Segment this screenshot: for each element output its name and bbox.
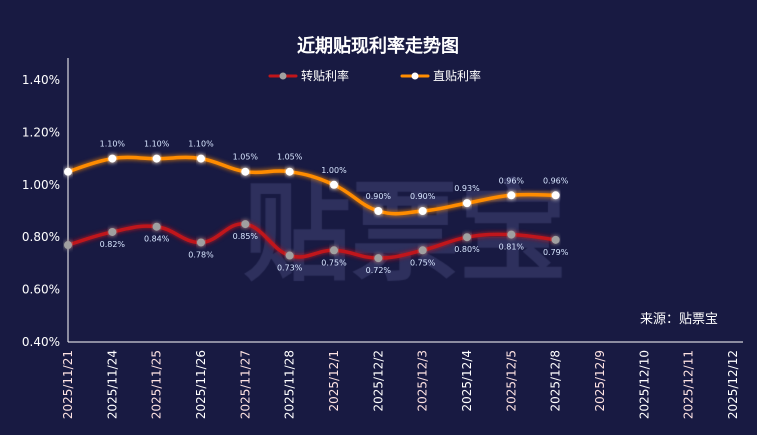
data-point [551, 235, 560, 244]
data-point [374, 254, 383, 263]
data-point [197, 238, 205, 247]
data-label: 0.90% [410, 192, 436, 201]
y-tick-label: 1.40% [22, 73, 60, 87]
y-tick-label: 1.20% [22, 125, 60, 139]
x-tick-label: 2025/11/24 [105, 350, 119, 419]
x-tick-label: 2025/12/1 [327, 350, 341, 412]
data-label: 0.80% [454, 245, 480, 254]
data-label: 0.93% [454, 184, 480, 193]
legend-label: 转贴利率 [301, 68, 349, 83]
data-point [285, 167, 294, 176]
x-tick-label: 2025/12/11 [682, 350, 696, 419]
x-tick-label: 2025/12/2 [371, 350, 385, 412]
legend-marker [279, 72, 287, 80]
data-label: 0.96% [499, 176, 525, 185]
data-point [64, 167, 72, 176]
data-point [64, 241, 72, 250]
data-point [330, 180, 338, 189]
data-point [463, 199, 471, 208]
data-label: 1.10% [188, 140, 214, 149]
data-point [197, 154, 205, 163]
data-point [418, 207, 427, 215]
x-tick-label: 2025/11/21 [61, 350, 75, 419]
data-label: 0.73% [277, 264, 303, 273]
data-point [418, 246, 427, 255]
x-tick-label: 2025/12/9 [593, 350, 607, 412]
x-tick-label: 2025/11/26 [194, 350, 208, 419]
x-tick-label: 2025/11/28 [283, 350, 297, 419]
x-tick-label: 2025/12/3 [416, 350, 430, 412]
data-point [152, 154, 161, 163]
data-label: 1.10% [144, 140, 170, 149]
data-label: 0.96% [543, 176, 569, 185]
y-tick-label: 1.00% [22, 178, 60, 192]
data-label: 0.75% [410, 258, 436, 267]
data-label: 0.85% [233, 232, 259, 241]
data-label: 1.00% [321, 166, 347, 175]
series-line [67, 155, 556, 216]
x-tick-label: 2025/12/8 [549, 350, 563, 412]
data-label: 1.10% [100, 140, 126, 149]
data-point [108, 154, 117, 163]
series-line [67, 222, 556, 260]
data-label: 0.75% [321, 258, 347, 267]
x-tick-label: 2025/12/5 [504, 350, 518, 412]
data-label: 1.05% [233, 153, 259, 162]
legend-marker [411, 72, 419, 80]
y-tick-label: 0.40% [22, 335, 60, 349]
data-point [374, 207, 383, 215]
x-tick-label: 2025/12/12 [726, 350, 740, 419]
data-point [507, 230, 516, 239]
data-label: 0.79% [543, 248, 569, 257]
data-label: 0.90% [366, 192, 392, 201]
x-tick-label: 2025/11/27 [238, 350, 252, 419]
data-point [241, 220, 250, 229]
data-point [330, 246, 338, 255]
data-point [285, 251, 294, 260]
data-label: 1.05% [277, 153, 303, 162]
data-point [152, 222, 161, 231]
data-point [507, 191, 516, 200]
data-label: 0.84% [144, 235, 170, 244]
chart-title: 近期贴现利率走势图 [297, 35, 459, 57]
data-label: 0.82% [100, 240, 126, 249]
source-label: 来源：贴票宝 [640, 312, 718, 327]
x-tick-label: 2025/12/10 [637, 350, 651, 419]
y-tick-label: 0.80% [22, 230, 60, 244]
data-label: 0.72% [366, 266, 392, 275]
legend-label: 直贴利率 [433, 68, 481, 83]
data-point [463, 233, 471, 242]
data-label: 0.81% [499, 243, 525, 252]
data-point [551, 191, 560, 200]
data-point [108, 227, 117, 236]
data-point [241, 167, 250, 176]
data-label: 0.78% [188, 250, 214, 259]
x-tick-label: 2025/12/4 [460, 350, 474, 412]
x-tick-label: 2025/11/25 [150, 350, 164, 419]
y-tick-label: 0.60% [22, 283, 60, 297]
